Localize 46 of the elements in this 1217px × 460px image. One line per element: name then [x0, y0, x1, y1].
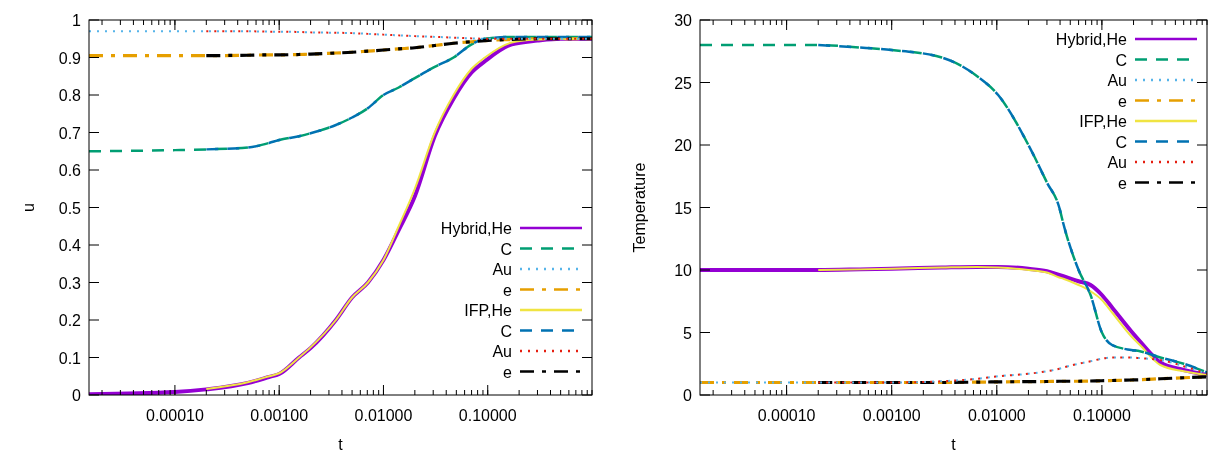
- y-tick-label: 0.6: [58, 162, 82, 179]
- legend-label: Hybrid,He: [440, 220, 513, 237]
- legend-label: Hybrid,He: [1055, 31, 1128, 48]
- x-axis-title: t: [951, 436, 957, 453]
- y-tick-label: 0.7: [58, 124, 82, 142]
- legend-label: IFP,He: [1079, 113, 1128, 130]
- legend-label: IFP,He: [464, 302, 513, 319]
- y-tick-label: 0.9: [58, 49, 82, 67]
- legend-label: Au: [492, 261, 512, 278]
- y-tick-label: 30: [674, 12, 693, 29]
- x-tick-label: 0.00100: [862, 407, 921, 424]
- y-tick-label: 0.8: [58, 87, 82, 104]
- x-tick-label: 0.01000: [967, 407, 1026, 424]
- legend-label: Au: [492, 343, 512, 360]
- legend-label: C: [500, 322, 512, 340]
- x-tick-label: 0.10000: [1072, 407, 1131, 424]
- x-tick-label: 0.00100: [250, 407, 309, 424]
- x-axis-title: t: [338, 436, 344, 453]
- y-tick-label: 0: [683, 387, 693, 404]
- y-tick-label: 0: [72, 387, 82, 404]
- y-tick-label: 5: [683, 324, 693, 342]
- x-tick-label: 0.00010: [757, 407, 816, 424]
- y-tick-label: 0.2: [58, 312, 82, 329]
- legend-label: C: [1115, 133, 1127, 151]
- legend-label: e: [1118, 92, 1128, 110]
- y-tick-label: 25: [674, 74, 693, 92]
- y-tick-label: 0.4: [58, 237, 82, 254]
- x-tick-label: 0.00010: [145, 407, 204, 424]
- x-tick-label: 0.01000: [354, 407, 413, 424]
- y-axis-title: u: [20, 203, 37, 212]
- legend-label: C: [500, 240, 512, 258]
- y-tick-label: 0.1: [58, 349, 82, 367]
- legend-label: e: [1118, 174, 1128, 192]
- legend-label: e: [503, 363, 513, 381]
- y-tick-label: 15: [674, 199, 693, 217]
- legend-label: Au: [1107, 72, 1127, 89]
- y-tick-label: 10: [674, 262, 693, 279]
- x-tick-label: 0.10000: [458, 407, 517, 424]
- y-tick-label: 0.5: [58, 199, 82, 217]
- y-axis-title: Temperature: [631, 162, 648, 253]
- y-tick-label: 0.3: [58, 274, 82, 292]
- y-tick-label: 20: [674, 137, 693, 154]
- legend-label: e: [503, 281, 513, 299]
- y-tick-label: 1: [72, 12, 82, 29]
- legend-label: C: [1115, 51, 1127, 69]
- legend-label: Au: [1107, 154, 1127, 171]
